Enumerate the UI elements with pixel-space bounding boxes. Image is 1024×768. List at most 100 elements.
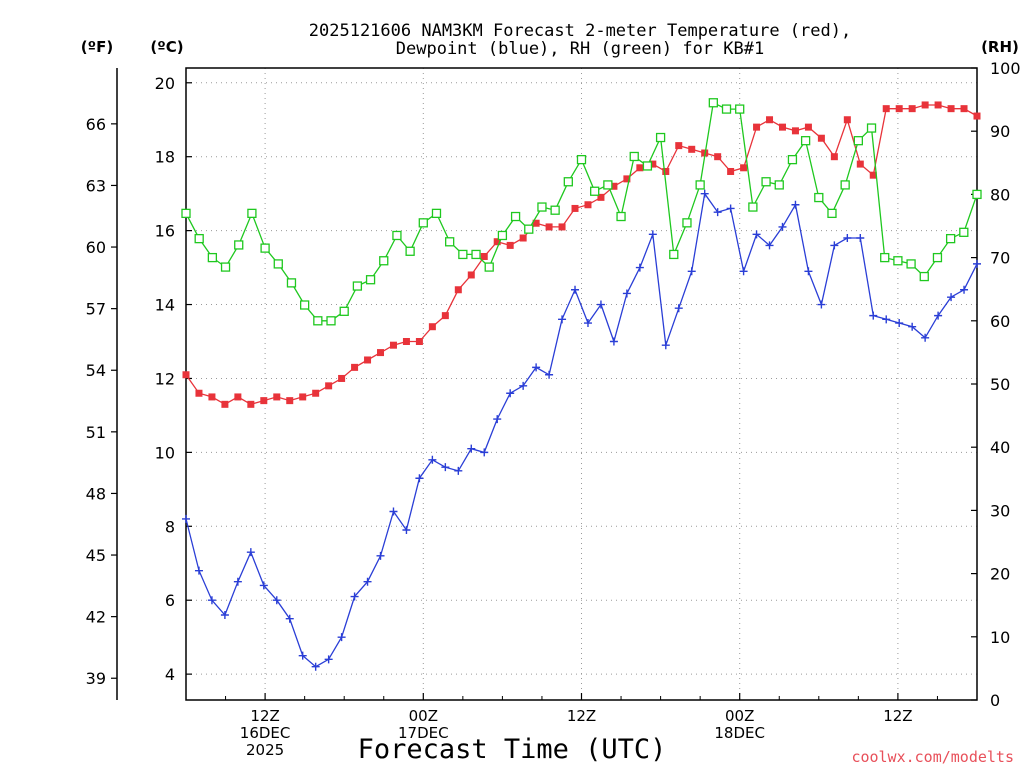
dewpoint-point — [882, 315, 891, 324]
celsius-tick-label: 6 — [165, 591, 175, 610]
temperature-point — [493, 238, 501, 246]
rh-point — [418, 218, 428, 228]
fahrenheit-tick-label: 42 — [86, 608, 106, 627]
temperature-point — [908, 105, 916, 113]
dewpoint-point — [687, 267, 696, 276]
rh-point — [840, 180, 850, 190]
temperature-point — [454, 286, 462, 294]
temperature-point — [519, 234, 527, 242]
rh-point — [286, 278, 297, 288]
temperature-point — [817, 134, 825, 142]
rh-tick-label: 40 — [990, 438, 1010, 457]
rh-point — [721, 104, 732, 114]
temperature-point — [571, 204, 579, 212]
rh-point — [431, 208, 442, 219]
celsius-tick-label: 8 — [165, 517, 175, 536]
dewpoint-point — [843, 234, 852, 243]
dewpoint-line — [185, 192, 978, 668]
dewpoint-point — [298, 651, 307, 660]
rh-point — [735, 104, 745, 114]
rh-point — [352, 281, 363, 291]
dewpoint-point — [454, 466, 463, 475]
dewpoint-point — [778, 222, 787, 231]
rh-tick-label: 30 — [990, 501, 1010, 520]
dewpoint-point — [233, 577, 242, 586]
fahrenheit-tick-label: 63 — [86, 176, 106, 195]
x-tick-label: 18DEC — [714, 724, 765, 742]
temperature-point — [843, 116, 851, 124]
temperature-point — [753, 123, 761, 131]
dewpoint-point — [311, 662, 320, 671]
temperature-point — [273, 393, 281, 401]
x-tick-label: 00Z — [725, 707, 754, 725]
temperature-point — [675, 142, 683, 150]
temperature-point — [947, 105, 955, 113]
rh-point — [827, 208, 837, 219]
dewpoint-point — [337, 633, 346, 642]
temperature-point — [221, 400, 229, 408]
temperature-point — [195, 389, 203, 397]
dewpoint-point — [571, 285, 580, 294]
rh-point — [339, 306, 349, 316]
rh-point — [642, 161, 653, 171]
dewpoint-point — [558, 315, 567, 324]
dewpoint-point — [467, 444, 476, 453]
celsius-tick-label: 16 — [155, 222, 175, 241]
dewpoint-point — [480, 448, 489, 457]
rh-point — [787, 154, 798, 165]
axes: 4 6 8 10 12 14 16 18 20 39 42 45 48 51 54 57 60 63 66 0 10 20… — [86, 59, 1021, 759]
x-tick-label: 12Z — [883, 707, 912, 725]
temperature-point — [856, 160, 864, 168]
dewpoint-point — [713, 208, 722, 217]
credit-label: coolwx.com/modelts — [851, 748, 1014, 766]
dewpoint-point — [246, 548, 255, 557]
rh-point — [537, 202, 547, 212]
temperature-point — [260, 397, 268, 405]
rh-tick-label: 0 — [990, 691, 1000, 710]
dewpoint-point — [973, 259, 981, 268]
dewpoint-point — [363, 577, 372, 586]
x-tick-label: 12Z — [567, 707, 596, 725]
dewpoint-point — [674, 304, 683, 313]
temperature-point — [921, 101, 929, 109]
rh-point — [220, 262, 231, 272]
temperature-point — [649, 160, 657, 168]
temperature-point — [377, 349, 385, 357]
fahrenheit-tick-label: 45 — [86, 546, 106, 565]
dewpoint-point — [428, 455, 437, 464]
dewpoint-point — [752, 230, 761, 239]
rh-tick-label: 50 — [990, 375, 1010, 394]
temperature-point — [428, 323, 436, 331]
dewpoint-point — [791, 200, 800, 209]
rh-unit-label: (RH) — [981, 38, 1019, 56]
dewpoint-point — [220, 610, 229, 619]
temperature-point — [299, 393, 307, 401]
x-axis-label: Forecast Time (UTC) — [358, 734, 667, 765]
dewpoint-point — [856, 234, 865, 243]
rh-point — [524, 224, 534, 234]
rh-point — [655, 132, 666, 143]
dewpoint-point — [726, 204, 735, 213]
dewpoint-point — [765, 241, 774, 250]
celsius-tick-label: 20 — [155, 74, 175, 93]
x-tick-label: 17DEC — [398, 724, 449, 742]
dewpoint-point — [609, 337, 618, 346]
dewpoint-point — [921, 333, 930, 342]
dewpoint-point — [207, 596, 216, 605]
dewpoint-point — [519, 381, 528, 390]
dewpoint-point — [700, 189, 709, 198]
rh-point — [207, 252, 218, 263]
rh-point — [774, 180, 784, 190]
rh-point — [603, 180, 613, 190]
dewpoint-point — [532, 363, 541, 372]
dewpoint-point — [596, 300, 605, 309]
rh-tick-label: 10 — [990, 628, 1010, 647]
rh-point — [972, 189, 982, 200]
rh-point — [458, 249, 468, 260]
rh-tick-label: 60 — [990, 312, 1010, 331]
temperature-point — [727, 167, 735, 175]
dewpoint-point — [324, 655, 333, 664]
rh-point — [379, 256, 389, 266]
rh-point — [932, 252, 943, 263]
x-tick-label: 12Z — [250, 707, 279, 725]
